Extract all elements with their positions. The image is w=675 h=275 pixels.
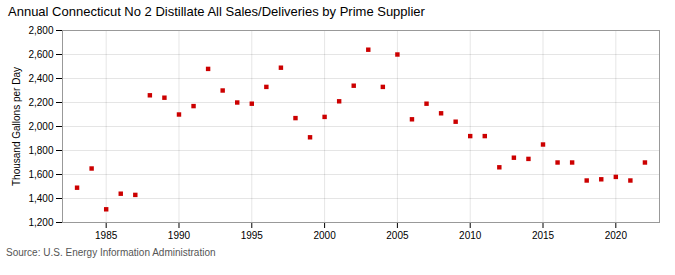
svg-text:1995: 1995 xyxy=(241,230,264,241)
svg-text:1,400: 1,400 xyxy=(28,193,53,204)
svg-text:1990: 1990 xyxy=(168,230,191,241)
svg-text:1,600: 1,600 xyxy=(28,169,53,180)
svg-text:Thousand Gallons per Day: Thousand Gallons per Day xyxy=(11,67,22,186)
svg-text:2000: 2000 xyxy=(313,230,336,241)
html-text:Annual Connecticut No 2 Distil: Annual Connecticut No 2 Distillate All S… xyxy=(8,4,425,19)
html-text:Source: U.S. Energy Informatio: Source: U.S. Energy Information Administ… xyxy=(6,247,216,258)
svg-text:1985: 1985 xyxy=(95,230,118,241)
svg-text:2015: 2015 xyxy=(532,230,555,241)
svg-text:2005: 2005 xyxy=(386,230,409,241)
svg-text:2,800: 2,800 xyxy=(28,25,53,36)
svg-text:1,800: 1,800 xyxy=(28,145,53,156)
svg-text:2,600: 2,600 xyxy=(28,49,53,60)
svg-text:2,000: 2,000 xyxy=(28,121,53,132)
svg-text:2,400: 2,400 xyxy=(28,73,53,84)
svg-text:2010: 2010 xyxy=(459,230,482,241)
svg-text:2,200: 2,200 xyxy=(28,97,53,108)
svg-text:2020: 2020 xyxy=(605,230,628,241)
svg-text:1,200: 1,200 xyxy=(28,217,53,228)
